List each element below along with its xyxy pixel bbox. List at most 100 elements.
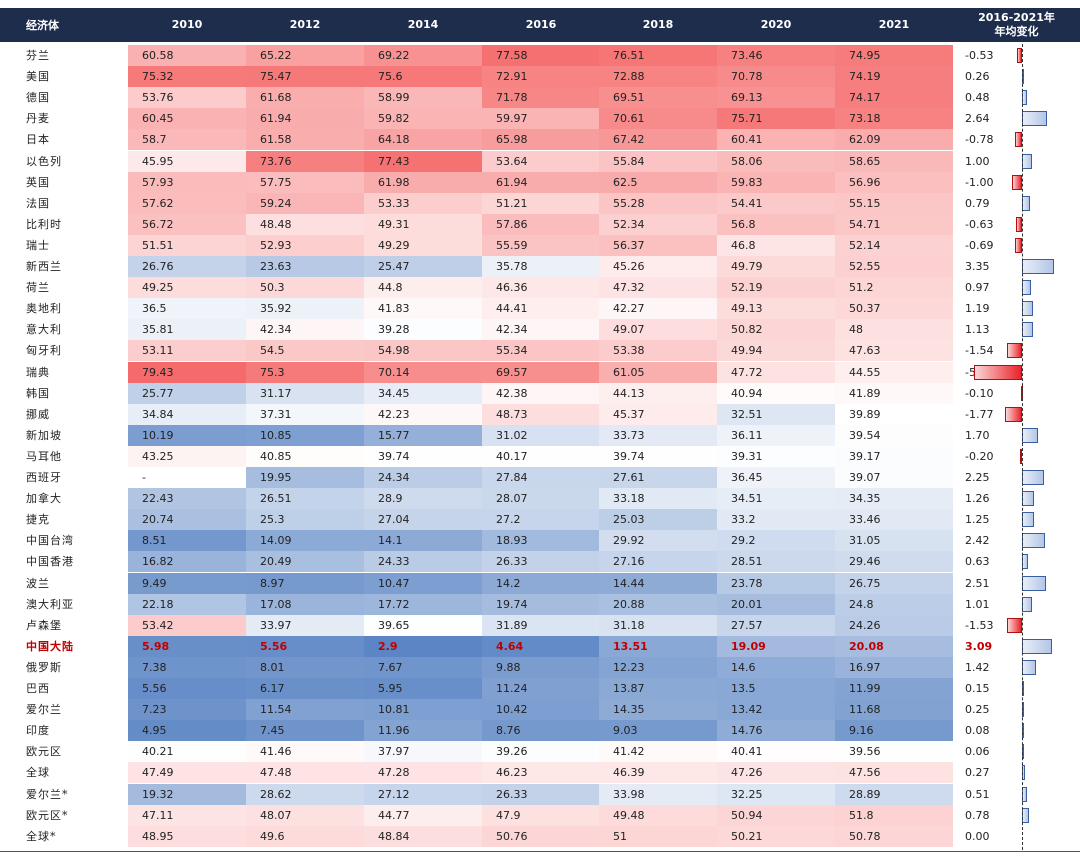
heatmap-cell: 46.36	[482, 277, 600, 299]
heatmap-cell: 49.29	[364, 234, 482, 256]
heatmap-cell: 49.6	[246, 825, 364, 847]
heatmap-cell: 61.68	[246, 87, 364, 109]
row-label: 英国	[26, 175, 50, 189]
heatmap-cell: 71.78	[482, 87, 600, 109]
row-label: 全球*	[26, 829, 57, 843]
heatmap-cell: 39.54	[835, 424, 953, 446]
heatmap-cell: 46.39	[599, 762, 717, 784]
annual-change-value: 2.64	[965, 112, 990, 126]
heatmap-cell: 47.63	[835, 340, 953, 362]
annual-change-value: -0.78	[965, 133, 994, 147]
heatmap-cell: 13.5	[717, 678, 835, 699]
heatmap-cell: 59.24	[246, 192, 364, 214]
heatmap-cell: 56.37	[599, 234, 717, 256]
heatmap-cell: 74.95	[835, 45, 953, 66]
heatmap-cell: 39.74	[364, 445, 482, 467]
heatmap-cell: 53.42	[128, 614, 246, 636]
annual-change-bar	[1022, 427, 1039, 443]
heatmap-cell: 5.95	[364, 678, 482, 699]
row-label: 德国	[26, 91, 50, 105]
heatmap-cell: 39.07	[835, 467, 953, 488]
row-label: 捷克	[26, 513, 50, 527]
heatmap-cell: 34.84	[128, 403, 246, 425]
annual-change-bar	[1022, 470, 1044, 486]
heatmap-cell: 52.93	[246, 234, 364, 256]
heatmap-cell: 36.45	[717, 467, 835, 488]
heatmap-cell: 40.85	[246, 445, 364, 467]
heatmap-cell: 24.8	[835, 593, 953, 615]
heatmap-cell: 72.88	[599, 66, 717, 88]
heatmap-cell: 48.73	[482, 403, 600, 425]
annual-change-bar	[1022, 491, 1035, 507]
annual-change-bar	[1014, 132, 1022, 148]
heatmap-cell: 35.92	[246, 298, 364, 320]
heatmap-cell: 47.9	[482, 804, 600, 826]
heatmap-cell: 9.49	[128, 572, 246, 594]
annual-change-bar	[1022, 153, 1032, 169]
row-label: 以色列	[26, 154, 62, 168]
heatmap-cell: 7.67	[364, 656, 482, 678]
heatmap-cell: 27.16	[599, 551, 717, 573]
row-label: 中国台湾	[26, 534, 74, 548]
heatmap-cell: 16.82	[128, 551, 246, 573]
heatmap-cell: 42.38	[482, 382, 600, 404]
heatmap-cell: 28.89	[835, 783, 953, 805]
heatmap-cell: 76.51	[599, 45, 717, 66]
heatmap-cell: 11.96	[364, 720, 482, 742]
heatmap-cell: 45.95	[128, 150, 246, 172]
heatmap-cell: 13.42	[717, 699, 835, 721]
annual-change-value: 0.26	[965, 70, 990, 84]
heatmap-cell: 32.25	[717, 783, 835, 805]
heatmap-cell: 65.22	[246, 45, 364, 66]
heatmap-cell: 8.76	[482, 720, 600, 742]
heatmap-cell: 49.13	[717, 298, 835, 320]
heatmap-cell: 47.32	[599, 277, 717, 299]
heatmap-cell: 17.08	[246, 593, 364, 615]
heatmap-cell: 61.98	[364, 171, 482, 193]
heatmap-cell: 17.72	[364, 593, 482, 615]
heatmap-cell: 10.42	[482, 699, 600, 721]
heatmap-cell: 2.9	[364, 635, 482, 657]
heatmap-cell: 31.02	[482, 424, 600, 446]
heatmap-cell: 27.12	[364, 783, 482, 805]
heatmap-cell: 73.18	[835, 108, 953, 130]
heatmap-cell: 24.34	[364, 467, 482, 488]
annual-change-value: -0.53	[965, 49, 994, 62]
row-label: 加拿大	[26, 492, 62, 506]
row-label: 西班牙	[26, 471, 62, 484]
annual-change-bar	[974, 364, 1022, 380]
heatmap-cell: 25.77	[128, 382, 246, 404]
heatmap-cell: 26.76	[128, 256, 246, 277]
heatmap-cell: 28.62	[246, 783, 364, 805]
heatmap-cell: 20.88	[599, 593, 717, 615]
heatmap-cell: 47.56	[835, 762, 953, 784]
annual-change-value: 2.42	[965, 534, 990, 548]
heatmap-cell: 13.51	[599, 635, 717, 657]
heatmap-cell: 14.09	[246, 530, 364, 552]
heatmap-cell: 59.83	[717, 171, 835, 193]
annual-change-bar	[1022, 195, 1030, 211]
heatmap-cell: 29.46	[835, 551, 953, 573]
heatmap-cell: 34.51	[717, 488, 835, 510]
annual-change-bar	[1012, 174, 1022, 190]
heatmap-cell: 13.87	[599, 678, 717, 699]
heatmap-cell: 55.84	[599, 150, 717, 172]
annual-change-value: 0.79	[965, 196, 990, 210]
heatmap-cell: 36.5	[128, 298, 246, 320]
heatmap-cell: 7.45	[246, 720, 364, 742]
row-label: 匈牙利	[26, 344, 62, 358]
heatmap-cell: 55.34	[482, 340, 600, 362]
row-label: 波兰	[26, 576, 50, 590]
annual-change-value: 1.00	[965, 154, 990, 168]
heatmap-cell: 51.21	[482, 192, 600, 214]
annual-change-value: 0.97	[965, 281, 990, 295]
heatmap-cell: 48.07	[246, 804, 364, 826]
heatmap-cell: 53.38	[599, 340, 717, 362]
heatmap-cell: 29.92	[599, 530, 717, 552]
heatmap-cell: 47.28	[364, 762, 482, 784]
heatmap-cell: 27.57	[717, 614, 835, 636]
heatmap-cell: 50.37	[835, 298, 953, 320]
heatmap-cell: 43.25	[128, 445, 246, 467]
heatmap-cell: 5.56	[246, 635, 364, 657]
annual-change-bar	[1020, 448, 1023, 464]
